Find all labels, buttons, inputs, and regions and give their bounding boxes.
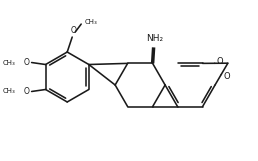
Text: NH₂: NH₂: [146, 34, 163, 43]
Text: O: O: [223, 72, 230, 81]
Text: CH₃: CH₃: [3, 60, 16, 66]
Text: O: O: [217, 57, 223, 66]
Text: CH₃: CH₃: [3, 89, 16, 95]
Text: O: O: [24, 87, 30, 96]
Text: O: O: [70, 26, 76, 35]
Text: CH₃: CH₃: [84, 19, 97, 25]
Text: O: O: [24, 58, 30, 67]
